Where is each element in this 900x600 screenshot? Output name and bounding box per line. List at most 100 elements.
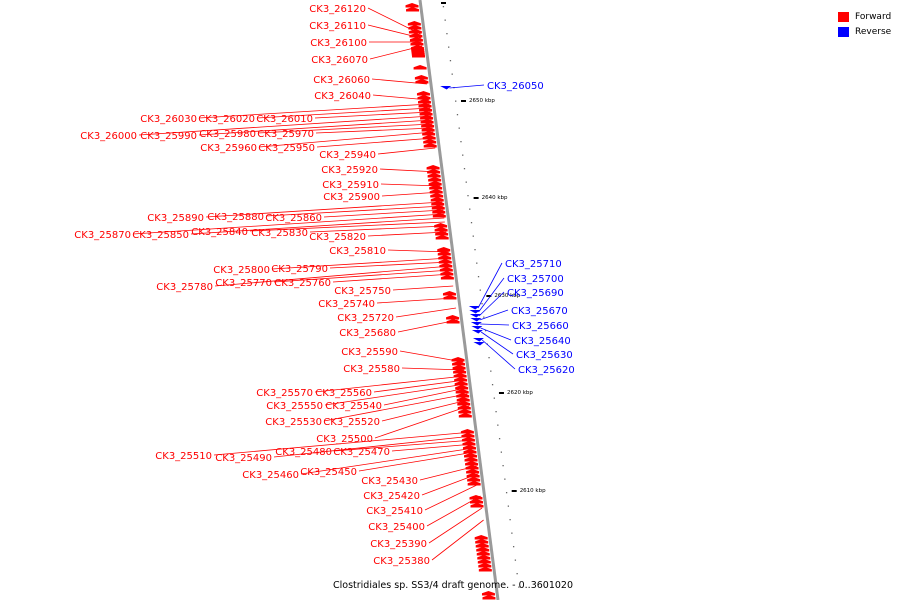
forward-gene-block xyxy=(432,209,446,214)
forward-gene-block xyxy=(478,563,492,568)
scale-label: 2630 kbp xyxy=(494,293,520,299)
forward-leader-line xyxy=(395,307,457,318)
forward-gene-label: CK3_26000 xyxy=(80,131,137,142)
forward-gene-label: CK3_25550 xyxy=(266,401,323,412)
minor-tick xyxy=(507,505,510,507)
forward-leader-line xyxy=(419,465,477,481)
genome-axis xyxy=(418,0,500,600)
forward-gene-block xyxy=(466,473,480,478)
forward-gene-label: CK3_25810 xyxy=(329,246,386,257)
forward-gene-label: CK3_25770 xyxy=(215,278,272,289)
forward-gene-block xyxy=(435,235,449,240)
forward-gene-block xyxy=(426,165,440,170)
forward-leader-line xyxy=(379,168,439,173)
forward-gene-label: CK3_25460 xyxy=(242,470,299,481)
forward-gene-label: CK3_26120 xyxy=(309,4,366,15)
minor-tick xyxy=(474,249,476,251)
forward-leader-line xyxy=(257,123,433,134)
forward-leader-line xyxy=(399,350,464,363)
forward-gene-block xyxy=(475,539,489,544)
forward-gene-label: CK3_25960 xyxy=(200,143,257,154)
reverse-leader-line xyxy=(480,327,512,341)
reverse-gene-label: CK3_25630 xyxy=(516,350,573,361)
minor-tick xyxy=(470,222,473,224)
reverse-gene-label: CK3_25640 xyxy=(514,336,571,347)
forward-gene-block xyxy=(418,103,432,108)
forward-gene-label: CK3_25400 xyxy=(368,522,425,533)
reverse-gene-block xyxy=(471,326,483,330)
forward-gene-block xyxy=(423,143,437,148)
forward-leader-line xyxy=(358,451,475,472)
forward-gene-block xyxy=(458,409,472,414)
minor-tick xyxy=(512,546,515,548)
forward-leader-line xyxy=(271,257,450,270)
minor-tick xyxy=(477,276,480,278)
forward-leader-line xyxy=(315,127,433,134)
forward-gene-label: CK3_25870 xyxy=(74,230,131,241)
forward-leader-line xyxy=(256,107,431,119)
forward-gene-block xyxy=(470,499,483,504)
reverse-gene-label: CK3_25710 xyxy=(505,259,562,270)
scale-label: 2620 kbp xyxy=(507,390,533,396)
scale-tick xyxy=(461,100,466,102)
forward-leader-line xyxy=(377,147,436,155)
forward-gene-label: CK3_25720 xyxy=(337,313,394,324)
forward-gene-block xyxy=(427,173,441,178)
forward-gene-block xyxy=(430,197,444,202)
forward-leader-line xyxy=(421,473,478,496)
minor-tick xyxy=(451,73,453,75)
forward-gene-block xyxy=(464,457,478,462)
legend-reverse: Reverse xyxy=(838,24,891,39)
forward-leader-line xyxy=(249,221,445,232)
legend-forward: Forward xyxy=(838,9,891,24)
forward-gene-label: CK3_25570 xyxy=(256,388,313,399)
minor-tick xyxy=(493,397,495,399)
forward-leader-line xyxy=(381,191,441,197)
forward-gene-block xyxy=(455,389,469,394)
minor-tick xyxy=(449,60,452,62)
forward-gene-label: CK3_26030 xyxy=(140,114,197,125)
minor-tick xyxy=(483,316,485,318)
forward-leader-line xyxy=(205,201,443,218)
minor-tick xyxy=(490,370,492,372)
reverse-leader-line xyxy=(479,309,509,321)
reverse-gene-label: CK3_25670 xyxy=(511,306,568,317)
forward-gene-label: CK3_25490 xyxy=(215,453,272,464)
scale-tick xyxy=(511,490,517,492)
forward-gene-block xyxy=(474,535,488,540)
forward-gene-label: CK3_25430 xyxy=(361,476,418,487)
forward-gene-block xyxy=(478,567,492,572)
forward-leader-line xyxy=(314,111,431,119)
forward-gene-block xyxy=(469,495,483,500)
forward-leader-line xyxy=(329,261,451,269)
forward-leader-line xyxy=(300,447,475,475)
forward-leader-line xyxy=(314,375,465,393)
minor-tick xyxy=(467,195,469,197)
genome-caption: Clostridiales sp. SS3/4 draft genome. - … xyxy=(333,580,573,591)
minor-tick xyxy=(516,573,518,575)
minor-tick xyxy=(511,532,513,534)
forward-gene-block xyxy=(470,503,484,508)
forward-gene-block xyxy=(407,21,421,26)
forward-gene-label: CK3_25740 xyxy=(318,299,375,310)
minor-tick xyxy=(504,478,506,480)
forward-gene-block xyxy=(482,595,496,600)
forward-gene-label: CK3_25380 xyxy=(373,556,430,567)
forward-gene-block xyxy=(423,139,437,144)
forward-gene-block xyxy=(421,127,435,132)
forward-gene-block xyxy=(457,401,471,406)
reverse-gene-block xyxy=(472,338,484,342)
forward-gene-label: CK3_25800 xyxy=(213,265,270,276)
minor-tick xyxy=(472,235,474,237)
forward-gene-label: CK3_25970 xyxy=(257,129,314,140)
reverse-leader-line xyxy=(478,291,505,317)
forward-leader-line xyxy=(367,231,447,237)
forward-gene-block xyxy=(481,591,495,596)
forward-leader-line xyxy=(371,78,427,85)
forward-gene-block xyxy=(411,51,425,56)
forward-leader-line xyxy=(374,405,469,439)
reverse-gene-label: CK3_26050 xyxy=(487,81,544,92)
forward-leader-line xyxy=(401,367,465,371)
forward-gene-label: CK3_25890 xyxy=(147,213,204,224)
forward-gene-label: CK3_25580 xyxy=(343,364,400,375)
